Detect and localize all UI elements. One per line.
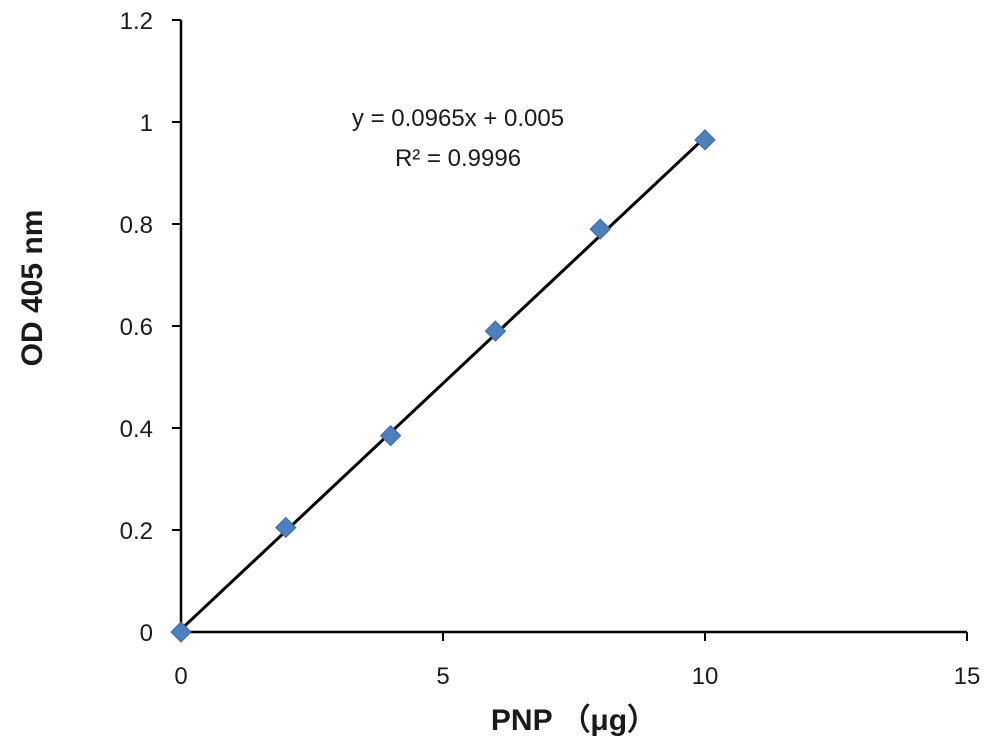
data-point	[170, 621, 192, 643]
x-tick-label: 10	[692, 663, 719, 690]
data-point	[589, 218, 611, 240]
data-point	[379, 424, 402, 447]
data-point	[275, 516, 297, 539]
x-tick-label: 15	[954, 663, 981, 690]
plot-area: 0 0.2 0.4 0.6 0.8 1 1.2 0 5 10 15	[120, 8, 981, 690]
x-tick-label: 0	[174, 663, 187, 690]
y-tick-label: 1.2	[120, 8, 153, 35]
x-tick-label: 5	[436, 663, 449, 690]
data-point	[694, 129, 716, 151]
data-point	[484, 320, 507, 342]
y-tick-label: 0.2	[120, 518, 153, 545]
y-tick-label: 0	[140, 620, 153, 647]
y-tick-label: 1	[140, 110, 153, 137]
trendline	[179, 136, 707, 631]
trendline-equation: y = 0.0965x + 0.005	[352, 105, 564, 132]
y-tick-label: 0.4	[120, 416, 153, 443]
y-axis-title: OD 405 nm	[16, 210, 49, 367]
r-squared-label: R² = 0.9996	[395, 145, 521, 172]
y-tick-label: 0.6	[120, 314, 153, 341]
y-tick-label: 0.8	[120, 212, 153, 239]
x-axis-title: PNP （μg）	[491, 703, 657, 737]
